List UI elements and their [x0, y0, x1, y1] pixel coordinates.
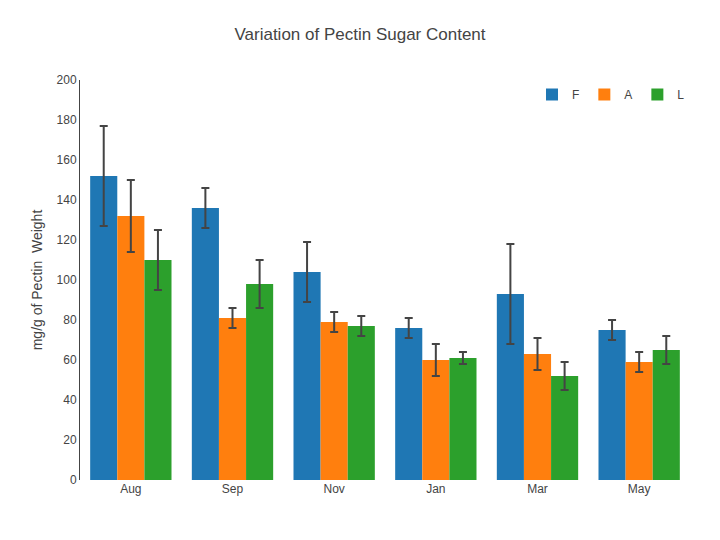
svg-text:Sep: Sep — [222, 482, 244, 496]
svg-text:140: 140 — [57, 193, 77, 207]
svg-text:80: 80 — [63, 313, 77, 327]
svg-text:40: 40 — [63, 393, 77, 407]
svg-text:May: May — [628, 482, 651, 496]
svg-text:A: A — [624, 88, 632, 102]
svg-text:20: 20 — [63, 433, 77, 447]
svg-text:0: 0 — [70, 473, 77, 487]
svg-text:Variation of Pectin Sugar Cont: Variation of Pectin Sugar Content — [234, 25, 485, 44]
svg-text:L: L — [677, 88, 684, 102]
svg-text:Mar: Mar — [527, 482, 548, 496]
svg-text:200: 200 — [57, 73, 77, 87]
svg-text:120: 120 — [57, 233, 77, 247]
svg-text:60: 60 — [63, 353, 77, 367]
svg-text:Nov: Nov — [323, 482, 344, 496]
svg-text:F: F — [572, 88, 579, 102]
svg-text:mg/g of Pectin Weight: mg/g of Pectin Weight — [29, 210, 45, 351]
svg-text:Aug: Aug — [120, 482, 141, 496]
svg-text:160: 160 — [57, 153, 77, 167]
svg-text:Jan: Jan — [426, 482, 445, 496]
svg-text:180: 180 — [57, 113, 77, 127]
svg-text:100: 100 — [57, 273, 77, 287]
